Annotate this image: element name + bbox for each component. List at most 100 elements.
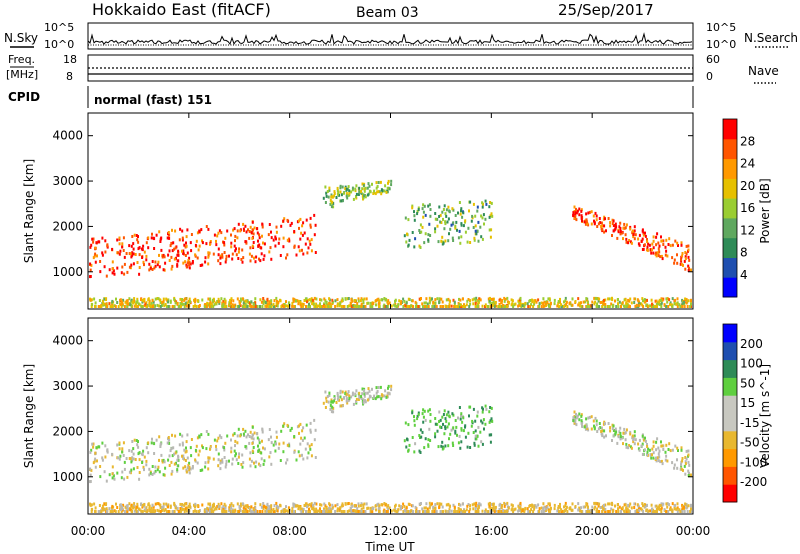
velocity-cell bbox=[174, 451, 177, 455]
velocity-cell bbox=[340, 510, 343, 513]
velocity-cell bbox=[445, 413, 448, 417]
power-cell bbox=[306, 237, 309, 241]
velocity-cell bbox=[342, 510, 345, 513]
velocity-cell bbox=[427, 443, 430, 447]
velocity-cell bbox=[283, 510, 285, 513]
power-cell bbox=[310, 238, 313, 242]
power-cell bbox=[154, 297, 157, 301]
velocity-cell bbox=[680, 446, 683, 450]
power-cell bbox=[627, 305, 630, 308]
power-cell bbox=[556, 304, 559, 308]
power-cell bbox=[242, 222, 245, 226]
power-cell bbox=[578, 213, 581, 217]
velocity-cell bbox=[131, 456, 134, 460]
power-cell bbox=[369, 301, 372, 305]
power-cell bbox=[645, 304, 648, 308]
velocity-cell bbox=[503, 501, 506, 505]
velocity-cell bbox=[131, 440, 134, 443]
power-cell bbox=[248, 252, 251, 256]
velocity-cell bbox=[101, 456, 104, 460]
velocity-cell bbox=[481, 421, 484, 425]
velocity-cell bbox=[309, 430, 312, 434]
velocity-cell bbox=[168, 464, 171, 467]
velocity-cell bbox=[362, 503, 365, 507]
power-cell bbox=[336, 302, 339, 306]
velocity-cell bbox=[371, 507, 374, 511]
power-cell bbox=[195, 305, 198, 308]
freq-label-1: Freq. bbox=[8, 53, 35, 66]
power-cell bbox=[159, 301, 162, 305]
power-cell bbox=[350, 297, 353, 301]
power-cell bbox=[400, 300, 403, 304]
velocity-cell bbox=[241, 465, 244, 469]
power-cell bbox=[477, 300, 480, 303]
power-cell bbox=[300, 305, 303, 308]
velocity-cell bbox=[549, 507, 552, 511]
power-cell bbox=[687, 264, 690, 268]
velocity-cell bbox=[181, 441, 184, 445]
power-cell bbox=[633, 301, 636, 304]
power-cell bbox=[111, 247, 114, 251]
power-cell bbox=[629, 227, 632, 231]
power-cell bbox=[475, 232, 478, 236]
velocity-cell bbox=[208, 456, 211, 460]
power-cell bbox=[402, 297, 405, 301]
power-cell bbox=[358, 186, 361, 190]
velocity-cell bbox=[416, 510, 419, 513]
velocity-cell bbox=[291, 509, 294, 513]
velocity-cell bbox=[641, 434, 644, 438]
velocity-cell bbox=[383, 508, 386, 512]
power-cell bbox=[128, 265, 131, 269]
power-cell bbox=[262, 241, 264, 245]
velocity-cell bbox=[578, 412, 581, 416]
velocity-cell bbox=[234, 439, 237, 443]
velocity-cell bbox=[113, 477, 116, 481]
velocity-cell bbox=[459, 446, 462, 450]
velocity-cell bbox=[349, 506, 352, 510]
power-cell bbox=[126, 305, 129, 308]
velocity-cell bbox=[111, 476, 114, 480]
velocity-cell bbox=[447, 444, 450, 448]
power-cell bbox=[184, 254, 187, 257]
velocity-cell bbox=[153, 452, 156, 455]
velocity-cell bbox=[622, 442, 624, 446]
power-cell bbox=[166, 236, 169, 240]
velocity-cell bbox=[598, 422, 601, 425]
power-cell bbox=[240, 258, 243, 261]
power-cell bbox=[489, 214, 492, 218]
power-cell bbox=[141, 300, 144, 304]
power-cell bbox=[607, 217, 610, 220]
velocity-cell bbox=[182, 456, 185, 460]
velocity-cell bbox=[95, 446, 98, 450]
power-cell bbox=[469, 299, 471, 303]
velocity-cell bbox=[436, 502, 439, 506]
power-cell bbox=[397, 303, 400, 307]
power-cell bbox=[563, 300, 565, 304]
velocity-cell bbox=[326, 395, 329, 398]
power-cell bbox=[417, 305, 420, 308]
velocity-cell bbox=[257, 444, 259, 448]
velocity-cell bbox=[160, 453, 163, 457]
velocity-cell bbox=[185, 470, 188, 474]
power-cell bbox=[356, 302, 359, 306]
velocity-cell bbox=[420, 435, 423, 439]
velocity-cell bbox=[258, 462, 260, 466]
velocity-cell bbox=[419, 436, 421, 439]
velocity-cell bbox=[419, 428, 422, 432]
power-cell bbox=[360, 192, 363, 195]
power-cell bbox=[438, 297, 441, 301]
velocity-cell bbox=[241, 453, 244, 457]
velocity-cell bbox=[256, 432, 259, 436]
power-cell bbox=[252, 302, 255, 306]
power-cell bbox=[360, 304, 363, 308]
power-cell bbox=[652, 235, 655, 239]
power-cell bbox=[589, 304, 592, 308]
power-cell bbox=[484, 305, 486, 308]
velocity-cell bbox=[207, 502, 210, 506]
velocity-cell bbox=[581, 424, 583, 428]
velocity-cell bbox=[180, 505, 183, 509]
velocity-cell bbox=[443, 432, 446, 436]
power-cell bbox=[681, 252, 684, 255]
velocity-cell bbox=[194, 505, 197, 509]
velocity-cell bbox=[402, 510, 405, 513]
